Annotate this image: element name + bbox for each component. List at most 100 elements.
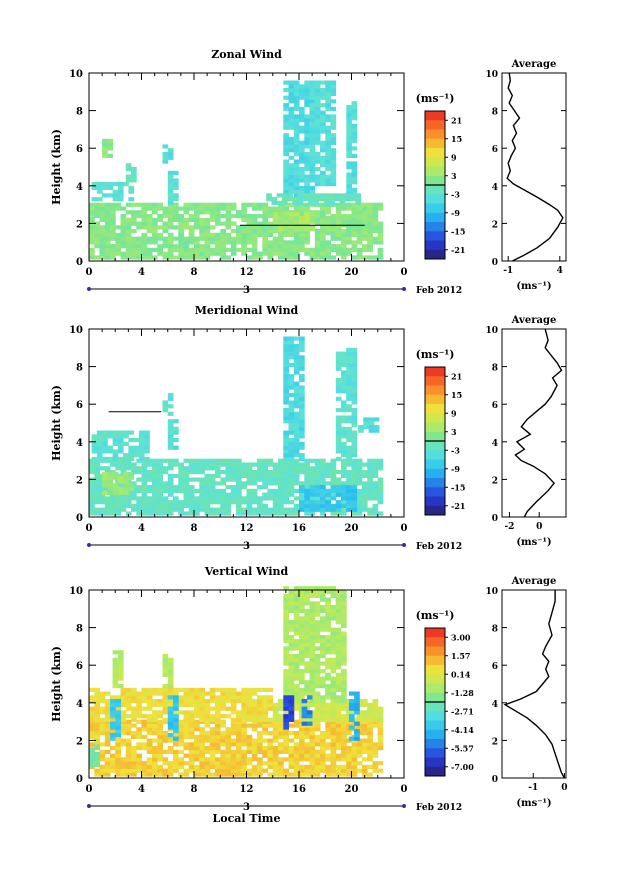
heatmap-cell	[209, 247, 216, 252]
heatmap-cell	[167, 214, 174, 219]
heatmap-cell	[120, 244, 127, 249]
heatmap-cell	[304, 136, 310, 142]
heatmap-cell	[115, 714, 121, 719]
heatmap-cell	[293, 362, 300, 367]
heatmap-cell	[299, 481, 305, 486]
heatmap-cell	[141, 232, 148, 237]
heatmap-cell	[372, 470, 379, 475]
heatmap-cell	[125, 225, 132, 230]
heatmap-cell	[99, 247, 106, 252]
y-tick-label: 0	[76, 774, 83, 785]
heatmap-cell	[335, 511, 342, 516]
heatmap-cell	[346, 415, 352, 420]
heatmap-cell	[320, 635, 326, 640]
heatmap-cell	[346, 404, 352, 409]
heatmap-cell	[341, 503, 347, 508]
heatmap-cell	[199, 232, 205, 237]
heatmap-cell	[341, 445, 347, 450]
y-tick-label: 8	[76, 363, 83, 374]
heatmap-cell	[335, 635, 342, 640]
heatmap-cell	[162, 408, 169, 413]
heatmap-cell	[167, 438, 174, 443]
heatmap-cell	[288, 657, 295, 662]
heatmap-cell	[372, 485, 379, 490]
heatmap-cell	[173, 507, 179, 512]
heatmap-cell	[325, 702, 331, 707]
heatmap-cell	[351, 127, 358, 132]
heatmap-cell	[107, 449, 114, 454]
heatmap-cell	[136, 757, 142, 762]
heatmap-cell	[236, 731, 242, 736]
heatmap-cell	[314, 240, 321, 245]
heatmap-cell	[293, 642, 300, 647]
heatmap-cell	[146, 251, 153, 256]
heatmap-cell	[251, 691, 258, 696]
heatmap-cell	[230, 768, 237, 773]
heatmap-cell	[251, 488, 258, 493]
heatmap-cell	[299, 605, 305, 610]
heatmap-cell	[104, 761, 111, 766]
heatmap-cell	[309, 731, 316, 736]
heatmap-cell	[125, 727, 132, 732]
heatmap-cell	[267, 240, 274, 245]
heatmap-cell	[220, 706, 226, 711]
x-tick-label: 12	[240, 523, 254, 534]
heatmap-cell	[335, 757, 342, 762]
heatmap-cell	[309, 676, 316, 681]
heatmap-cell	[146, 723, 153, 728]
heatmap-cell	[293, 411, 300, 416]
heatmap-cell	[309, 129, 316, 134]
heatmap-cell	[104, 734, 111, 739]
heatmap-cell	[377, 717, 384, 722]
heatmap-cell	[335, 650, 342, 655]
heatmap-cell	[194, 687, 200, 692]
heatmap-cell	[325, 627, 331, 632]
heatmap-cell	[183, 695, 190, 700]
heatmap-cell	[330, 717, 337, 722]
heatmap-cell	[266, 197, 272, 202]
heatmap-cell	[107, 486, 114, 492]
heatmap-cell	[283, 441, 289, 446]
heatmap-cell	[293, 381, 300, 386]
heatmap-cell	[194, 764, 200, 769]
heatmap-cell	[141, 742, 148, 747]
heatmap-cell	[89, 727, 95, 732]
heatmap-cell	[267, 473, 274, 478]
heatmap-cell	[283, 597, 289, 602]
heatmap-cell	[167, 155, 174, 160]
heatmap-cell	[335, 768, 342, 773]
heatmap-cell	[204, 221, 211, 226]
heatmap-cell	[267, 699, 274, 704]
heatmap-cell	[309, 734, 316, 739]
heatmap-cell	[125, 731, 132, 736]
heatmap-cell	[278, 702, 284, 707]
colorbar-segment	[425, 720, 445, 731]
heatmap-cell	[152, 764, 158, 769]
heatmap-cell	[325, 503, 331, 508]
heatmap-cell	[188, 687, 195, 692]
heatmap-cell	[283, 485, 289, 490]
heatmap-cell	[91, 441, 98, 446]
heatmap-cell	[225, 731, 232, 736]
heatmap-cell	[141, 462, 148, 467]
heatmap-cell	[123, 475, 129, 480]
heatmap-cell	[167, 485, 174, 490]
heatmap-cell	[104, 240, 111, 245]
heatmap-cell	[157, 470, 163, 475]
heatmap-cell	[372, 753, 379, 758]
heatmap-cell	[241, 714, 247, 719]
heatmap-cell	[257, 746, 263, 751]
heatmap-cell	[304, 140, 310, 145]
colorbar-tick-label: 21	[451, 115, 462, 125]
heatmap-cell	[246, 496, 253, 501]
heatmap-cell	[157, 507, 163, 512]
heatmap-cell	[152, 746, 158, 751]
heatmap-cell	[115, 500, 121, 505]
heatmap-cell	[304, 114, 310, 119]
heatmap-cell	[293, 438, 300, 443]
heatmap-cell	[110, 714, 116, 719]
heatmap-cell	[299, 152, 305, 157]
heatmap-cell	[320, 458, 326, 463]
heatmap-cell	[167, 445, 174, 450]
heatmap-cell	[314, 757, 321, 762]
